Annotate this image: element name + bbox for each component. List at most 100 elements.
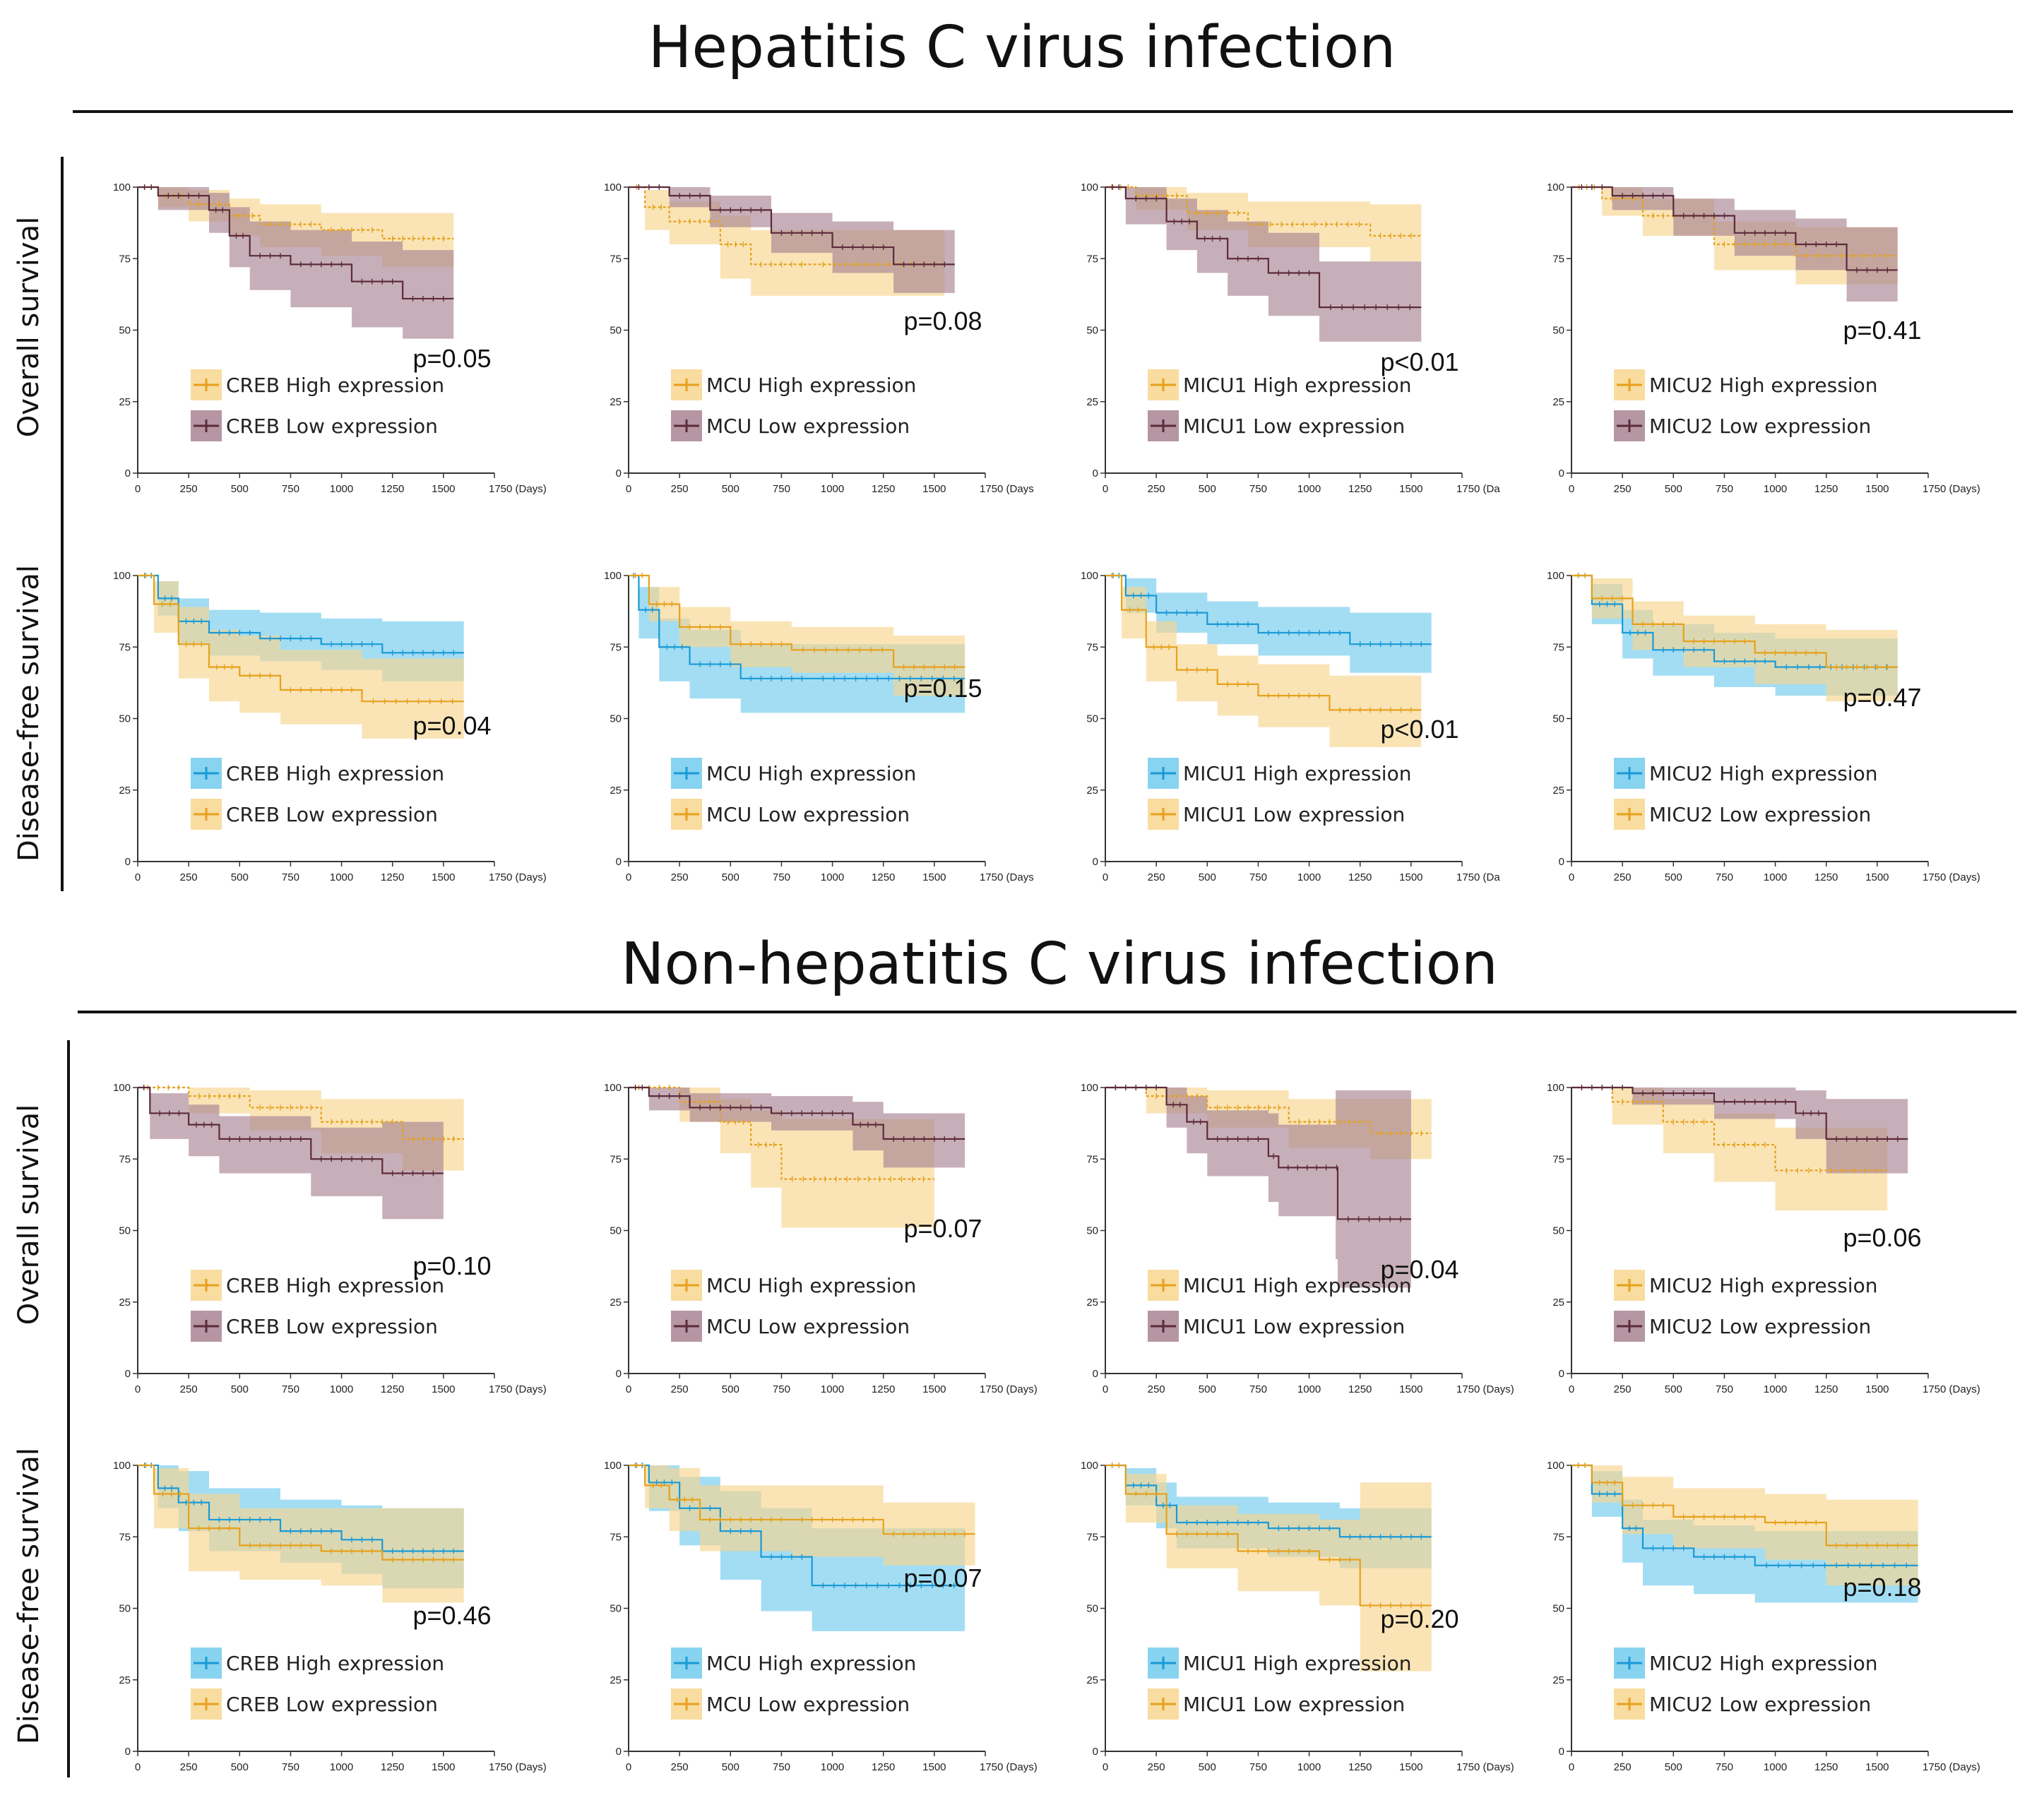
p-value: p=0.04 (1380, 1255, 1458, 1284)
x-tick-label: 0 (626, 483, 631, 495)
x-tick-label: 1250 (872, 1761, 895, 1773)
y-tick-label: 50 (1552, 713, 1564, 725)
x-tick-label: 1500 (432, 1761, 455, 1773)
x-tick-label: 750 (282, 1761, 299, 1773)
p-value: p=0.04 (412, 711, 491, 740)
x-tick-label: 250 (1148, 1383, 1165, 1395)
y-tick-label: 75 (1552, 1153, 1564, 1165)
survival-curve (629, 574, 965, 668)
legend-label: MICU2 High expression (1649, 762, 1877, 785)
x-tick-label: 0 (626, 871, 631, 883)
x-unit-label: 1750 (Days) (489, 1761, 547, 1773)
y-tick-label: 0 (1559, 856, 1564, 868)
confidence-band (1571, 1088, 1888, 1211)
x-unit-label: 1750 (Days) (980, 1383, 1038, 1395)
y-tick-label: 25 (610, 1674, 622, 1686)
survival-curve (1571, 574, 1898, 668)
confidence-band (1571, 1465, 1918, 1586)
x-unit-label: 1750 (Da (1456, 483, 1500, 495)
x-tick-label: 1250 (381, 1761, 404, 1773)
legend-label: MCU Low expression (706, 803, 910, 826)
legend-label: MCU High expression (706, 762, 916, 785)
y-tick-label: 75 (119, 253, 131, 265)
y-tick-label: 100 (1547, 1460, 1564, 1472)
p-value: p=0.06 (1843, 1223, 1921, 1252)
survival-curve (138, 186, 454, 300)
x-unit-label: 1750 (Days (980, 871, 1034, 883)
y-tick-label: 0 (616, 856, 622, 868)
x-tick-label: 1000 (821, 1383, 844, 1395)
y-tick-label: 25 (1086, 1297, 1098, 1309)
legend-label: MICU1 High expression (1183, 1274, 1411, 1297)
section-title: Hepatitis C virus infection (648, 14, 1396, 81)
x-tick-label: 1000 (330, 1383, 353, 1395)
p-value: p<0.01 (1380, 347, 1458, 376)
confidence-band (1105, 1088, 1411, 1288)
survival-curve (629, 574, 965, 679)
y-tick-label: 25 (1086, 1674, 1098, 1686)
x-tick-label: 0 (1569, 483, 1574, 495)
x-tick-label: 250 (671, 483, 689, 495)
x-tick-label: 500 (1665, 871, 1682, 883)
x-tick-label: 1500 (1865, 1761, 1889, 1773)
x-tick-label: 1250 (872, 1383, 895, 1395)
survival-curve (138, 1464, 464, 1561)
x-tick-label: 1250 (381, 483, 404, 495)
y-tick-label: 75 (1086, 1531, 1098, 1543)
x-tick-label: 1500 (432, 483, 455, 495)
x-tick-label: 500 (1665, 483, 1682, 495)
x-tick-label: 500 (722, 871, 739, 883)
confidence-band (138, 187, 454, 339)
confidence-band (1571, 1088, 1908, 1174)
p-value: p=0.47 (1843, 683, 1921, 712)
y-tick-label: 25 (1086, 396, 1098, 408)
x-tick-label: 0 (1103, 1383, 1108, 1395)
y-tick-label: 50 (119, 713, 131, 725)
y-tick-label: 25 (610, 785, 622, 797)
survival-curve (629, 1464, 975, 1535)
y-tick-label: 100 (1081, 181, 1098, 193)
y-tick-label: 0 (125, 1746, 131, 1758)
x-tick-label: 1250 (1348, 1761, 1372, 1773)
y-tick-label: 50 (1086, 325, 1098, 337)
row-label: Overall survival (13, 1104, 45, 1325)
confidence-band (1105, 576, 1422, 747)
x-tick-label: 500 (722, 483, 739, 495)
y-tick-label: 50 (1086, 1225, 1098, 1237)
x-tick-label: 750 (282, 1383, 299, 1395)
legend-label: MICU1 High expression (1183, 762, 1411, 785)
x-tick-label: 250 (1148, 483, 1165, 495)
x-tick-label: 1250 (381, 1383, 404, 1395)
x-tick-label: 250 (180, 1761, 198, 1773)
survival-curve (1105, 1086, 1432, 1134)
x-tick-label: 1250 (1348, 871, 1372, 883)
legend-label: MICU2 High expression (1649, 374, 1877, 397)
legend-label: MCU Low expression (706, 1315, 910, 1338)
y-tick-label: 50 (119, 325, 131, 337)
y-tick-label: 25 (119, 785, 131, 797)
x-unit-label: 1750 (Da (1456, 871, 1500, 883)
p-value: p=0.07 (903, 1563, 982, 1592)
y-tick-label: 100 (113, 1460, 131, 1472)
x-tick-label: 1000 (821, 483, 844, 495)
y-tick-label: 25 (1086, 785, 1098, 797)
y-tick-label: 100 (1547, 570, 1564, 582)
y-tick-label: 75 (1086, 253, 1098, 265)
x-tick-label: 1250 (1814, 483, 1838, 495)
x-tick-label: 1000 (1764, 483, 1787, 495)
legend-label: CREB High expression (226, 374, 444, 397)
legend-label: MICU2 Low expression (1649, 803, 1871, 826)
x-tick-label: 500 (1199, 1383, 1216, 1395)
y-tick-label: 100 (1081, 570, 1098, 582)
survival-curve (1571, 1464, 1918, 1547)
y-tick-label: 75 (1086, 1153, 1098, 1165)
x-tick-label: 750 (282, 483, 299, 495)
x-tick-label: 1250 (1814, 1383, 1838, 1395)
x-tick-label: 750 (1249, 1383, 1267, 1395)
x-tick-label: 1500 (1399, 871, 1422, 883)
x-tick-label: 1500 (1399, 1383, 1422, 1395)
legend-label: CREB High expression (226, 1652, 444, 1675)
x-tick-label: 750 (1249, 1761, 1267, 1773)
